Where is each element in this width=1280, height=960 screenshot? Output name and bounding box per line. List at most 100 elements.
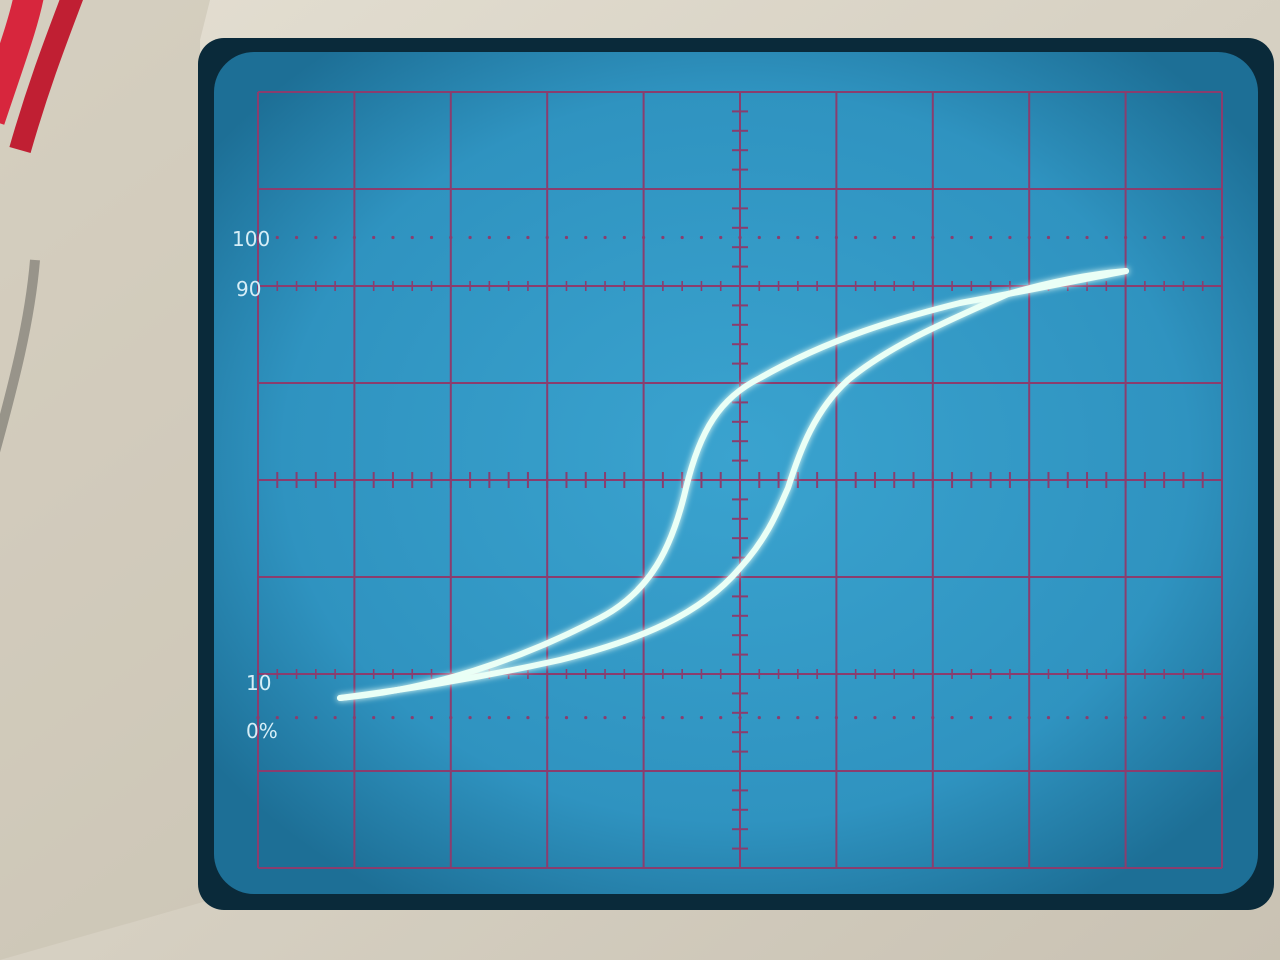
- dotted-0-percent: [603, 716, 607, 720]
- dotted-0-percent: [796, 716, 800, 720]
- dotted-100-percent: [661, 235, 665, 240]
- dotted-100-percent: [622, 235, 626, 240]
- dotted-0-percent: [372, 716, 376, 720]
- dotted-0-percent: [757, 716, 761, 720]
- dotted-0-percent: [642, 716, 646, 720]
- dotted-100-percent: [719, 235, 723, 240]
- dotted-100-percent: [603, 235, 607, 240]
- dotted-0-percent: [873, 716, 877, 720]
- dotted-0-percent: [429, 716, 434, 720]
- dotted-100-percent: [1162, 235, 1166, 240]
- dotted-0-percent: [468, 716, 472, 720]
- trace-lower-branch: [337, 268, 1129, 701]
- dotted-0-percent: [487, 716, 491, 720]
- dotted-100-percent: [1066, 235, 1070, 240]
- dotted-100-percent: [1181, 235, 1186, 240]
- graticule-grid: [256, 91, 1224, 869]
- dotted-0-percent: [622, 716, 626, 720]
- dotted-100-percent: [1220, 235, 1224, 240]
- dotted-0-percent: [989, 716, 993, 720]
- dotted-0-percent: [545, 716, 549, 720]
- dotted-100-percent: [507, 235, 511, 240]
- dotted-0-percent: [854, 716, 858, 720]
- dotted-100-percent: [372, 235, 376, 240]
- dotted-0-percent: [1162, 716, 1166, 720]
- dotted-100-percent: [815, 235, 819, 240]
- dotted-100-percent: [564, 235, 569, 240]
- crt-screen: [214, 52, 1258, 894]
- dotted-100-percent: [642, 235, 646, 240]
- dotted-100-percent: [275, 235, 279, 240]
- dotted-0-percent: [1124, 716, 1128, 720]
- dotted-100-percent: [892, 235, 896, 240]
- dotted-100-percent: [468, 235, 472, 240]
- dotted-100-percent: [1008, 235, 1012, 240]
- dotted-0-percent: [834, 716, 839, 720]
- dotted-100-percent: [333, 235, 337, 240]
- dotted-100-percent: [738, 235, 742, 240]
- dotted-0-percent: [969, 716, 973, 720]
- dotted-0-percent: [333, 716, 337, 720]
- dotted-100-percent: [352, 235, 356, 240]
- label-10: 10: [246, 671, 271, 695]
- dotted-100-percent: [1201, 235, 1205, 240]
- dotted-0-percent: [391, 716, 395, 720]
- dotted-100-percent: [256, 235, 260, 240]
- dotted-100-percent: [584, 235, 588, 240]
- dotted-100-percent: [699, 235, 704, 240]
- dotted-100-percent: [487, 235, 491, 240]
- dotted-0-percent: [1201, 716, 1205, 720]
- probe-cables: [0, 0, 83, 453]
- dotted-100-percent: [314, 235, 318, 240]
- dotted-0-percent: [815, 716, 819, 720]
- dotted-0-percent: [294, 716, 299, 720]
- dotted-0-percent: [352, 716, 356, 720]
- dotted-100-percent: [1143, 235, 1147, 240]
- dotted-100-percent: [989, 235, 993, 240]
- dotted-0-percent: [699, 716, 704, 720]
- dotted-0-percent: [584, 716, 588, 720]
- dotted-100-percent: [796, 235, 800, 240]
- dotted-0-percent: [275, 716, 279, 720]
- dotted-100-percent: [1046, 235, 1051, 240]
- dotted-0-percent: [1181, 716, 1186, 720]
- label-0-percent: 0%: [246, 719, 278, 743]
- dotted-0-percent: [256, 716, 260, 720]
- dotted-0-percent: [1104, 716, 1108, 720]
- dotted-0-percent: [564, 716, 569, 720]
- dotted-100-percent: [873, 235, 877, 240]
- dotted-0-percent: [526, 716, 530, 720]
- dotted-0-percent: [1143, 716, 1147, 720]
- dotted-100-percent: [429, 235, 434, 240]
- dotted-0-percent: [1085, 716, 1089, 720]
- dotted-0-percent: [931, 716, 935, 720]
- dotted-100-percent: [1124, 235, 1128, 240]
- dotted-0-percent: [1066, 716, 1070, 720]
- dotted-100-percent: [834, 235, 839, 240]
- dotted-0-percent: [410, 716, 414, 720]
- dotted-100-percent: [1085, 235, 1089, 240]
- dotted-0-percent: [719, 716, 723, 720]
- hysteresis-trace: [337, 268, 1129, 701]
- dotted-0-percent: [680, 716, 684, 720]
- dotted-0-percent: [776, 716, 781, 720]
- dotted-100-percent: [776, 235, 781, 240]
- dotted-100-percent: [294, 235, 299, 240]
- dotted-100-percent: [410, 235, 414, 240]
- dotted-100-percent: [854, 235, 858, 240]
- dotted-100-percent: [1027, 235, 1031, 240]
- dotted-100-percent: [950, 235, 954, 240]
- dotted-0-percent: [314, 716, 318, 720]
- dotted-100-percent: [931, 235, 935, 240]
- dotted-0-percent: [1046, 716, 1051, 720]
- dotted-0-percent: [661, 716, 665, 720]
- dotted-100-percent: [545, 235, 549, 240]
- dotted-100-percent: [969, 235, 973, 240]
- dotted-0-percent: [950, 716, 954, 720]
- dotted-100-percent: [526, 235, 530, 240]
- housing-shadow: [0, 0, 210, 960]
- graticule-labels: 100 90 10 0%: [232, 227, 278, 743]
- dotted-0-percent: [1008, 716, 1012, 720]
- dotted-0-percent: [911, 716, 916, 720]
